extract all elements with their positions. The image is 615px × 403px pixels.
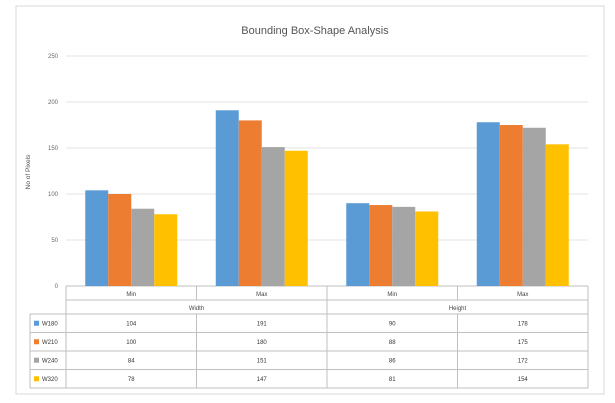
legend-swatch-w210 [34, 339, 39, 345]
data-label: 151 [257, 358, 268, 364]
bar-w180-max [476, 122, 500, 287]
bar-w240-max [261, 147, 285, 286]
legend-label-w180: W180 [42, 321, 58, 327]
y-tick-label: 50 [51, 238, 58, 244]
bar-w180-max [215, 110, 239, 286]
group-label: Width [189, 306, 204, 312]
y-tick-label: 250 [48, 54, 59, 60]
data-label: 178 [518, 321, 529, 327]
y-tick-label: 150 [48, 146, 59, 152]
group-label: Height [449, 306, 467, 312]
bar-w210-max [238, 120, 262, 287]
legend-swatch-w320 [34, 376, 39, 382]
bar-w210-min [369, 205, 393, 286]
y-tick-label: 0 [55, 284, 59, 290]
category-label: Min [387, 292, 397, 298]
data-label: 86 [389, 358, 396, 364]
y-tick-label: 200 [48, 100, 59, 106]
legend-label-w240: W240 [42, 358, 58, 364]
bar-w320-max [545, 144, 569, 286]
data-label: 84 [128, 358, 135, 364]
category-label: Min [126, 292, 136, 298]
data-label: 180 [257, 340, 268, 346]
bar-w180-min [346, 203, 370, 286]
data-label: 78 [128, 377, 135, 383]
data-label: 154 [518, 377, 529, 383]
bar-w210-max [499, 125, 523, 286]
bar-w240-min [131, 208, 155, 286]
legend-swatch-w240 [34, 357, 39, 363]
bar-w240-min [392, 206, 416, 286]
bar-w240-max [522, 127, 546, 286]
chart-title: Bounding Box-Shape Analysis [241, 25, 389, 37]
data-label: 81 [389, 377, 396, 383]
category-label: Max [256, 292, 267, 298]
data-table: Min Max Min Max Width Height W180 104 191 90 178 W2… [29, 286, 589, 389]
data-label: 172 [518, 358, 529, 364]
data-label: 90 [389, 321, 396, 327]
data-label: 147 [257, 377, 268, 383]
bar-w320-min [154, 214, 178, 286]
bars [85, 110, 569, 287]
legend-label-w210: W210 [42, 340, 58, 346]
bar-w180-min [85, 190, 109, 286]
y-axis-label: No of Pixels [25, 154, 32, 189]
data-label: 104 [126, 321, 137, 327]
bar-w210-min [108, 194, 132, 286]
data-label: 175 [518, 340, 529, 346]
bar-w320-min [415, 211, 439, 286]
category-label: Max [517, 292, 528, 298]
bar-w320-max [284, 150, 308, 286]
data-label: 88 [389, 340, 396, 346]
legend-label-w320: W320 [42, 377, 58, 383]
data-label: 100 [126, 340, 137, 346]
legend-swatch-w180 [34, 320, 39, 326]
data-label: 191 [257, 321, 268, 327]
y-tick-label: 100 [48, 192, 59, 198]
